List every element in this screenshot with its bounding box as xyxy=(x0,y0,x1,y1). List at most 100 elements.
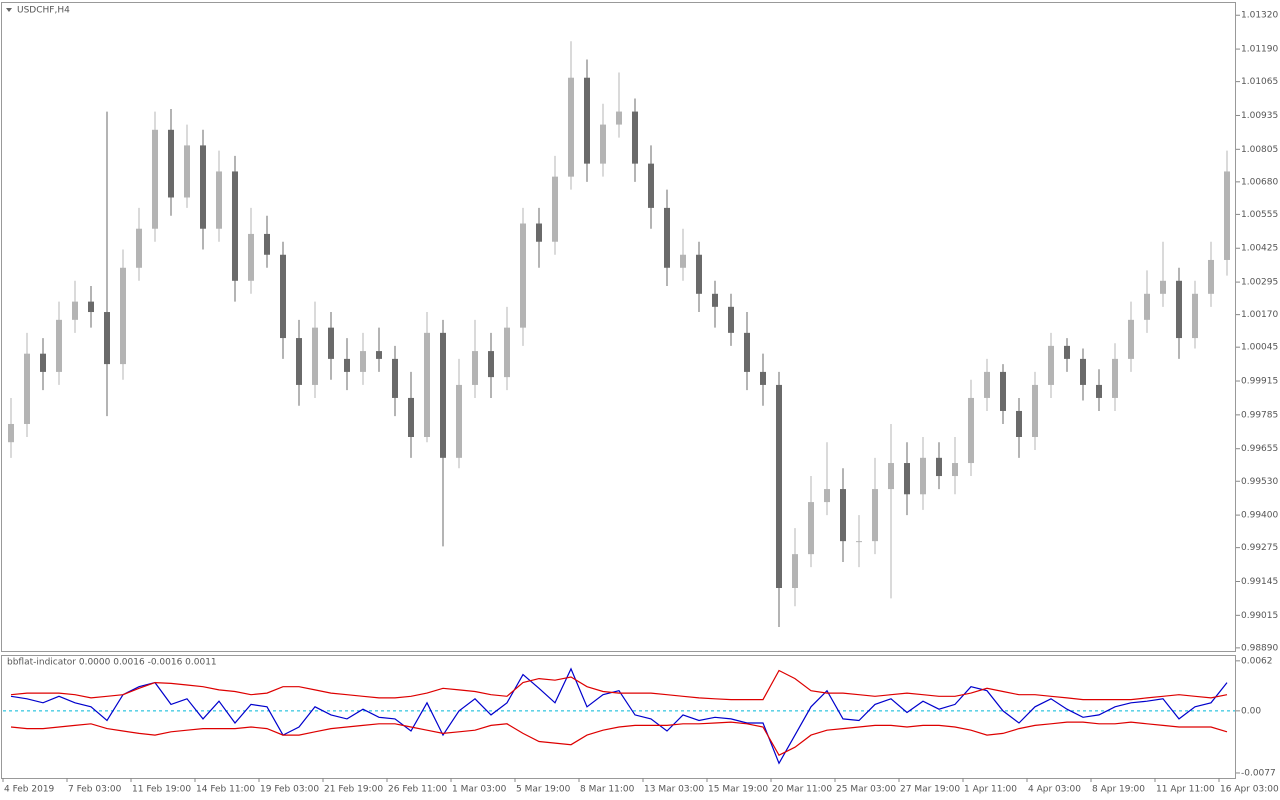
candle-body xyxy=(520,223,526,328)
candle-body xyxy=(776,384,782,588)
candle-body xyxy=(392,358,398,398)
x-tick-label: 14 Feb 11:00 xyxy=(196,785,255,795)
candle-body xyxy=(920,457,926,495)
indicator-title: bbflat-indicator 0.0000 0.0016 -0.0016 0… xyxy=(7,658,217,668)
y-tick-label: 0.0062 xyxy=(1241,656,1273,666)
candle-body xyxy=(696,254,702,294)
candle-body xyxy=(216,171,222,229)
y-tick-label: 1.00425 xyxy=(1241,244,1278,254)
x-tick-label: 15 Mar 19:00 xyxy=(708,785,768,795)
candle-body xyxy=(792,554,798,588)
candle-body xyxy=(648,163,654,208)
x-tick-label: 8 Mar 11:00 xyxy=(580,785,635,795)
candle-body xyxy=(1144,293,1150,320)
y-tick-label: 0.98890 xyxy=(1241,643,1278,653)
candle-body xyxy=(168,129,174,198)
candle-body xyxy=(24,353,30,424)
candle-body xyxy=(904,463,910,495)
candle-body xyxy=(1128,319,1134,359)
x-tick-label: 25 Mar 03:00 xyxy=(836,785,896,795)
candle-body xyxy=(344,358,350,372)
candle-body xyxy=(312,327,318,385)
x-tick-label: 8 Apr 19:00 xyxy=(1092,785,1145,795)
y-tick-label: 0.99530 xyxy=(1241,477,1278,487)
y-tick-label: 0.99915 xyxy=(1241,377,1278,387)
candle-body xyxy=(536,223,542,242)
x-tick-label: 4 Apr 03:00 xyxy=(1028,785,1081,795)
x-tick-label: 11 Apr 11:00 xyxy=(1156,785,1215,795)
candle-body xyxy=(1096,384,1102,398)
x-tick-label: 19 Feb 03:00 xyxy=(260,785,319,795)
y-tick-label: -0.0077 xyxy=(1241,768,1276,778)
candle-body xyxy=(1016,410,1022,437)
x-tick-label: 4 Feb 2019 xyxy=(4,785,55,795)
candle-body xyxy=(1112,358,1118,398)
y-tick-label: 0.99275 xyxy=(1241,543,1278,553)
candle-body xyxy=(280,254,286,339)
y-tick-label: 1.00805 xyxy=(1241,145,1278,155)
candle-body xyxy=(552,176,558,242)
y-tick-label: 1.00170 xyxy=(1241,310,1278,320)
candle-body xyxy=(1032,384,1038,437)
menu-arrow[interactable] xyxy=(6,8,12,12)
y-tick-label: 1.01190 xyxy=(1241,45,1278,55)
candle-body xyxy=(40,353,46,372)
candle-body xyxy=(664,207,670,268)
indicator-line xyxy=(10,669,1228,701)
candle-body xyxy=(200,145,206,229)
candle-body xyxy=(232,171,238,281)
candle-body xyxy=(136,228,142,268)
y-tick-label: 1.00935 xyxy=(1241,111,1278,121)
candle-body xyxy=(1160,280,1166,294)
candle-body xyxy=(456,384,462,458)
candle-body xyxy=(88,301,94,313)
y-tick-label: 1.01320 xyxy=(1241,11,1278,21)
y-tick-label: 0.99400 xyxy=(1241,511,1278,521)
candle-body xyxy=(1208,259,1214,294)
candle-body xyxy=(888,463,894,490)
candle-body xyxy=(840,489,846,542)
x-tick-label: 26 Feb 11:00 xyxy=(388,785,447,795)
y-tick-label: 1.00555 xyxy=(1241,210,1278,220)
candle-body xyxy=(1048,345,1054,385)
y-tick-label: 1.00680 xyxy=(1241,177,1278,187)
x-tick-label: 1 Mar 03:00 xyxy=(452,785,507,795)
x-tick-label: 16 Apr 03:00 xyxy=(1220,785,1279,795)
x-tick-label: 21 Feb 19:00 xyxy=(324,785,383,795)
candle-body xyxy=(424,332,430,437)
x-tick-label: 11 Feb 19:00 xyxy=(132,785,191,795)
candle-body xyxy=(824,489,830,503)
indicator-line xyxy=(10,667,1228,765)
candle-body xyxy=(680,254,686,268)
candle-body xyxy=(376,351,382,359)
candle-body xyxy=(952,463,958,477)
candle-body xyxy=(760,371,766,385)
candle-body xyxy=(440,332,446,458)
candle-body xyxy=(568,77,574,177)
candle-body xyxy=(872,489,878,542)
y-tick-label: 0.99785 xyxy=(1241,410,1278,420)
y-tick-label: 0.99145 xyxy=(1241,577,1278,587)
candle-body xyxy=(72,301,78,320)
chart-title: USDCHF,H4 xyxy=(17,6,70,16)
candle-body xyxy=(1224,171,1230,260)
candle-body xyxy=(248,233,254,281)
y-tick-label: 0.00 xyxy=(1241,706,1261,716)
candle-body xyxy=(264,233,270,255)
candle-body xyxy=(472,351,478,385)
candle-body xyxy=(360,351,366,372)
candle-body xyxy=(1080,358,1086,385)
candle-body xyxy=(744,332,750,372)
candle-body xyxy=(600,124,606,164)
x-tick-label: 5 Mar 19:00 xyxy=(516,785,571,795)
y-tick-label: 0.99015 xyxy=(1241,611,1278,621)
candle-body xyxy=(8,423,14,443)
candle-body xyxy=(56,319,62,372)
candle-body xyxy=(1000,371,1006,411)
candle-body xyxy=(408,397,414,437)
candle-body xyxy=(152,129,158,229)
x-tick-label: 1 Apr 11:00 xyxy=(964,785,1017,795)
x-tick-label: 27 Mar 19:00 xyxy=(900,785,960,795)
candle-body xyxy=(984,371,990,398)
